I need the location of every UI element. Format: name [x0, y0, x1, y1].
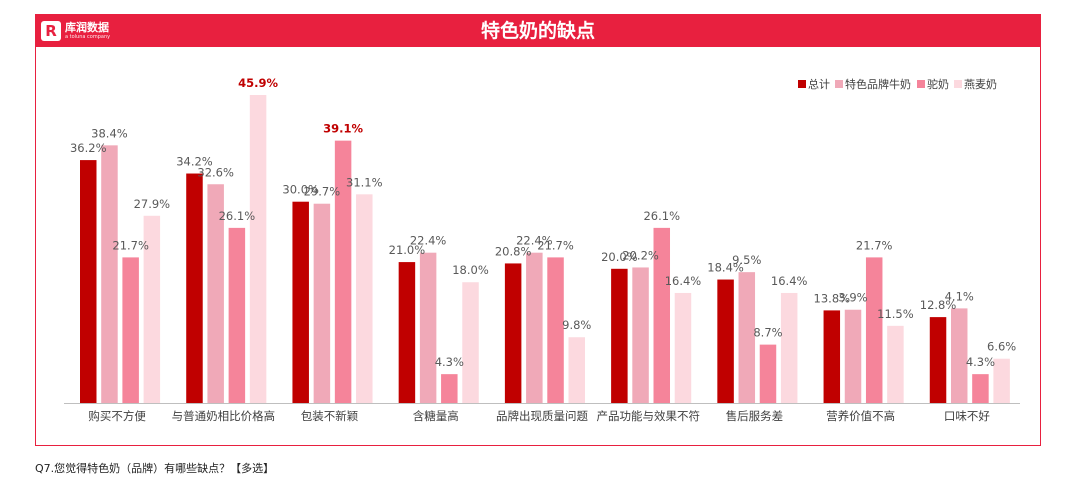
bar-3-9 — [972, 374, 989, 403]
x-tick-label: 品牌出现质量问题 — [496, 409, 588, 423]
bar-3-3 — [334, 140, 352, 403]
legend-swatch-4 — [954, 80, 962, 88]
legend-label-4: 燕麦奶 — [964, 77, 997, 91]
x-tick-label: 售后服务差 — [726, 409, 784, 423]
data-label-1-1: 36.2% — [70, 141, 107, 155]
bar-1-9 — [929, 317, 947, 403]
x-tick-label: 含糖量高 — [413, 409, 459, 423]
data-label-4-8: 11.5% — [877, 307, 914, 321]
bar-2-3 — [313, 203, 331, 403]
bar-4-1 — [143, 215, 161, 403]
bar-4-8 — [887, 325, 904, 403]
data-label-1-6: 20.0% — [601, 250, 638, 264]
bar-4-2 — [249, 95, 267, 404]
brand-logo: R 库润数据 a toluna company — [40, 19, 110, 43]
data-label-4-7: 16.4% — [771, 274, 808, 288]
bar-1-2 — [186, 173, 203, 403]
data-label-2-9: 4.1% — [945, 289, 974, 303]
logo-icon: R — [41, 21, 61, 41]
data-label-4-9: 6.6% — [987, 340, 1016, 354]
bar-chart: 36.2% 34.2% 30.0% 21.0% 20.8% 20.0% 18.4% 13.8%… — [64, 76, 1020, 423]
svg-text:R: R — [45, 22, 57, 40]
data-label-2-2: 32.6% — [197, 165, 234, 179]
data-label-3-6: 26.1% — [643, 209, 680, 223]
x-tick-label: 购买不方便 — [88, 409, 146, 423]
data-label-1-5: 20.8% — [495, 244, 532, 258]
bar-4-7 — [780, 292, 798, 403]
legend-swatch-3 — [917, 80, 925, 88]
bar-3-8 — [865, 257, 883, 403]
legend-swatch-1 — [798, 80, 806, 88]
bar-2-1 — [101, 145, 118, 403]
bar-4-9 — [993, 358, 1010, 403]
data-label-2-1: 38.4% — [91, 126, 128, 140]
data-label-2-7: 9.5% — [732, 253, 761, 267]
data-label-3-5: 21.7% — [537, 238, 574, 252]
logo-name: 库润数据 — [65, 20, 109, 34]
bar-1-5 — [504, 263, 522, 403]
legend-swatch-2 — [835, 80, 843, 88]
bar-2-9 — [950, 308, 968, 403]
chart-title: 特色奶的缺点 — [480, 20, 595, 42]
logo-tagline: a toluna company — [65, 33, 111, 40]
bar-1-4 — [398, 262, 416, 403]
data-label-1-3: 30.0% — [282, 183, 319, 197]
data-label-4-2: 45.9% — [238, 76, 278, 90]
data-label-3-9: 4.3% — [966, 355, 995, 369]
bar-3-4 — [441, 374, 458, 403]
bar-1-3 — [292, 201, 309, 403]
data-label-2-3: 29.7% — [304, 185, 341, 199]
data-label-1-4: 21.0% — [389, 243, 426, 257]
data-label-3-2: 26.1% — [219, 209, 256, 223]
data-label-2-6: 20.2% — [622, 248, 659, 262]
data-label-2-8: 3.9% — [838, 291, 867, 305]
data-label-4-6: 16.4% — [665, 274, 702, 288]
question-footnote: Q7.您觉得特色奶（品牌）有哪些缺点？【多选】 — [35, 462, 275, 475]
x-tick-label: 营养价值不高 — [826, 409, 895, 423]
data-label-1-2: 34.2% — [176, 155, 213, 169]
bar-2-6 — [632, 267, 649, 403]
bar-4-6 — [674, 292, 692, 403]
bar-3-1 — [122, 257, 139, 403]
data-label-1-9: 12.8% — [920, 298, 957, 312]
data-label-4-3: 31.1% — [346, 175, 383, 189]
bar-1-1 — [80, 160, 97, 403]
bar-3-7 — [759, 344, 777, 403]
bar-2-4 — [419, 252, 437, 403]
bar-4-3 — [356, 194, 373, 403]
bar-4-4 — [462, 282, 479, 403]
bar-1-7 — [717, 279, 734, 403]
data-label-3-4: 4.3% — [435, 355, 464, 369]
x-tick-label: 与普通奶相比价格高 — [172, 409, 276, 423]
data-label-3-1: 21.7% — [112, 238, 149, 252]
title-bar: R 库润数据 a toluna company 特色奶的缺点 — [36, 15, 1040, 47]
data-label-4-1: 27.9% — [134, 197, 171, 211]
bar-2-2 — [207, 184, 224, 403]
x-tick-label: 口味不好 — [944, 409, 990, 423]
data-label-2-5: 22.4% — [516, 234, 553, 248]
data-label-4-5: 9.8% — [562, 318, 591, 332]
bar-1-6 — [611, 268, 628, 403]
bar-2-5 — [526, 252, 543, 403]
data-label-3-3: 39.1% — [323, 122, 363, 136]
bar-2-8 — [844, 309, 862, 403]
bar-3-2 — [228, 227, 246, 403]
data-label-1-8: 13.8% — [814, 291, 851, 305]
x-tick-label: 产品功能与效果不符 — [596, 409, 700, 423]
legend-label-1: 总计 — [808, 77, 830, 91]
legend-label-2: 特色品牌牛奶 — [845, 77, 911, 91]
x-tick-label: 包装不新颖 — [301, 409, 359, 423]
data-label-3-7: 8.7% — [753, 326, 782, 340]
data-label-2-4: 22.4% — [410, 234, 447, 248]
bar-1-8 — [823, 310, 841, 403]
bar-3-6 — [653, 227, 671, 403]
data-label-1-7: 18.4% — [707, 261, 744, 275]
data-label-4-4: 18.0% — [452, 263, 489, 277]
data-label-3-8: 21.7% — [856, 238, 893, 252]
legend-label-3: 驼奶 — [927, 77, 949, 91]
bar-4-5 — [568, 337, 585, 403]
bar-3-5 — [547, 257, 564, 403]
bar-2-7 — [738, 272, 756, 403]
